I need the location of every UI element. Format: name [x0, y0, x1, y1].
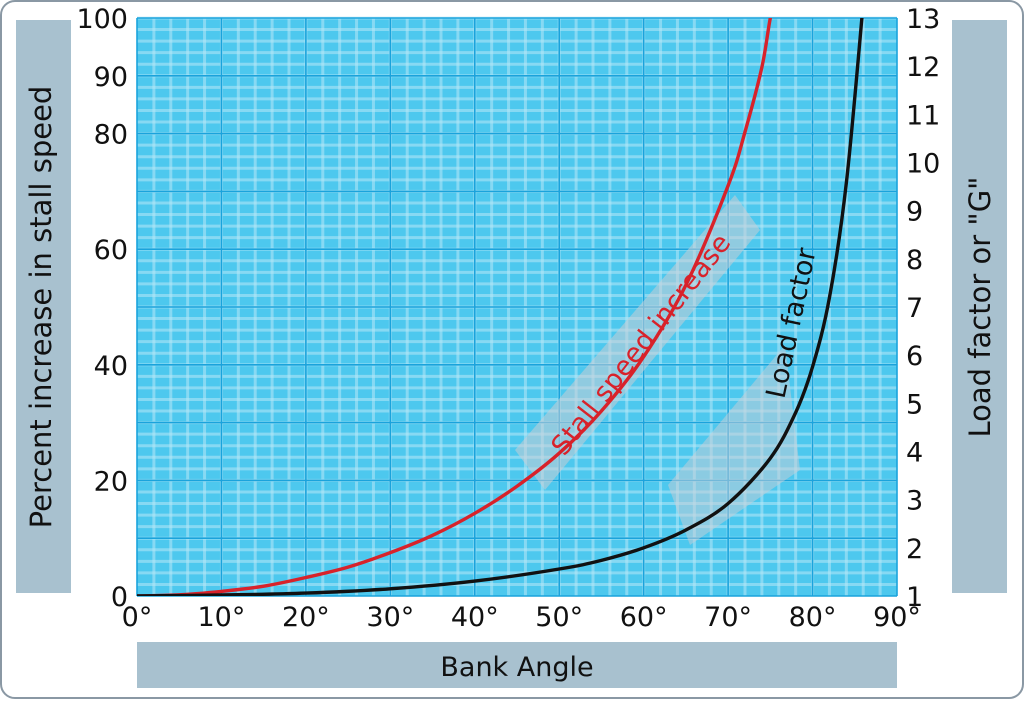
- load-label-band: [668, 345, 800, 545]
- stall-label-band: [515, 195, 760, 490]
- y2-axis-label: Load factor or "G": [963, 177, 997, 438]
- y2-tick-label: 9: [906, 197, 923, 228]
- series-line-load-factor: [137, 18, 864, 596]
- y2-tick-label: 12: [906, 52, 940, 83]
- y2-tick-label: 5: [906, 389, 923, 420]
- y2-tick-label: 11: [906, 100, 940, 131]
- x-tick-label: 30°: [366, 602, 414, 633]
- x-axis-label: Bank Angle: [440, 652, 593, 683]
- y-tick-label: 80: [94, 120, 128, 151]
- y2-tick-label: 8: [906, 245, 923, 276]
- x-tick-label: 20°: [282, 602, 330, 633]
- series-line-stall-speed: [137, 18, 773, 596]
- x-tick-label: 0°: [122, 602, 153, 633]
- y-tick-label: 0: [111, 582, 128, 613]
- y-tick-label: 40: [94, 351, 128, 382]
- tick-labels: 0° 10° 20° 30° 40° 50° 60° 70° 80° 90° 0 20 40 60 80 90…: [76, 4, 940, 633]
- y-tick-label: 60: [94, 235, 128, 266]
- y2-tick-label: 10: [906, 149, 940, 180]
- x-tick-label: 90°: [873, 602, 921, 633]
- x-tick-label: 50°: [535, 602, 583, 633]
- y-tick-label: 20: [94, 466, 128, 497]
- y2-tick-label: 1: [906, 582, 923, 613]
- y2-tick-label: 2: [906, 534, 923, 565]
- x-tick-label: 40°: [451, 602, 499, 633]
- x-tick-label: 70°: [704, 602, 752, 633]
- left-axis-panel: [16, 20, 71, 593]
- bottom-axis-panel: [137, 642, 897, 688]
- x-tick-label: 60°: [620, 602, 668, 633]
- y2-tick-label: 6: [906, 341, 923, 372]
- major-grid: [136, 17, 898, 597]
- y2-tick-label: 3: [906, 486, 923, 517]
- x-tick-label: 80°: [789, 602, 837, 633]
- y-tick-label: 90: [94, 62, 128, 93]
- right-axis-panel: [952, 20, 1007, 593]
- y-axis-label: Percent increase in stall speed: [24, 86, 58, 529]
- y2-tick-label: 13: [906, 4, 940, 35]
- y2-tick-label: 4: [906, 438, 923, 469]
- y-tick-label: 100: [76, 4, 128, 35]
- y2-tick-label: 7: [906, 293, 923, 324]
- x-tick-label: 10°: [198, 602, 246, 633]
- series-layer: [137, 18, 864, 596]
